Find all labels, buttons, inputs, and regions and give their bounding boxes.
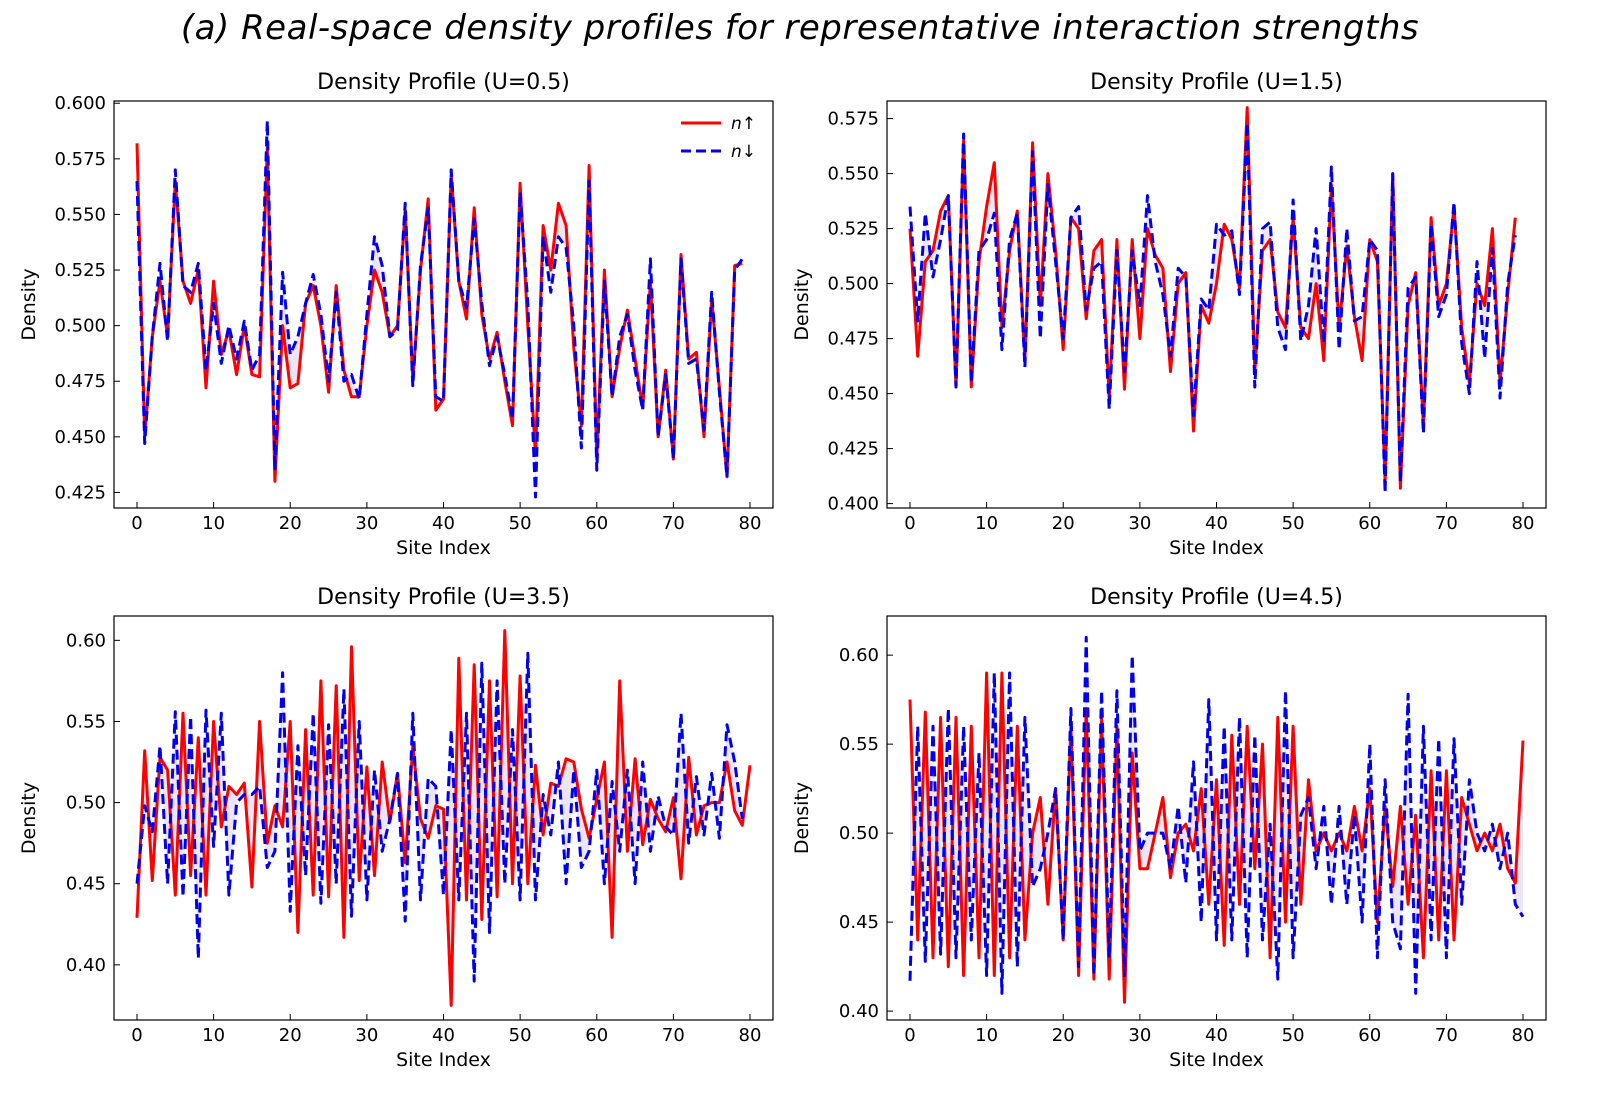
- panel-1: 0 10 20 30 40 50 60 70 80 0.425 0.450 0.475 0.500 0.5…: [18, 70, 774, 559]
- x-tick-label: 0: [131, 1025, 142, 1046]
- panel-4: 0 10 20 30 40 50 60 70 80 0.40 0.45 0.50 0.55 0.60 Den…: [791, 585, 1547, 1071]
- y-tick-label: 0.500: [827, 274, 879, 295]
- x-tick-label: 30: [1128, 1025, 1151, 1046]
- y-tick-label: 0.525: [827, 219, 879, 240]
- x-tick-label: 70: [1435, 513, 1458, 534]
- panel-title: Density Profile (U=3.5): [317, 585, 570, 610]
- legend-label-n-up: n↑: [731, 114, 756, 134]
- y-tick-label: 0.550: [827, 164, 879, 185]
- panel-2: 0 10 20 30 40 50 60 70 80 0.400 0.425 0.450 0.475 0.5…: [791, 70, 1547, 559]
- x-tick-label: 30: [355, 1025, 378, 1046]
- x-tick-label: 10: [202, 1025, 225, 1046]
- y-tick-label: 0.450: [827, 384, 879, 405]
- x-tick-label: 50: [1282, 1025, 1305, 1046]
- legend-label-n-down: n↓: [731, 142, 756, 162]
- series-line-n-down: [135, 119, 744, 499]
- x-tick-label: 80: [1512, 513, 1535, 534]
- y-tick-label: 0.55: [66, 711, 106, 732]
- y-tick-label: 0.600: [54, 93, 106, 114]
- y-tick-label: 0.575: [827, 109, 879, 130]
- y-tick-label: 0.45: [66, 874, 106, 895]
- fill-between: [910, 637, 1523, 1003]
- x-tick-label: 40: [432, 1025, 455, 1046]
- y-tick-label: 0.50: [66, 793, 106, 814]
- x-axis-label: Site Index: [396, 537, 491, 559]
- y-tick-label: 0.475: [54, 371, 106, 392]
- x-tick-label: 20: [279, 1025, 302, 1046]
- y-tick-label: 0.575: [54, 149, 106, 170]
- y-tick-label: 0.525: [54, 260, 106, 281]
- x-tick-label: 70: [662, 513, 685, 534]
- x-tick-label: 10: [975, 1025, 998, 1046]
- y-tick-label: 0.40: [66, 955, 106, 976]
- y-tick-label: 0.425: [54, 482, 106, 503]
- x-tick-label: 0: [131, 513, 142, 534]
- panel-title: Density Profile (U=4.5): [1090, 585, 1343, 610]
- x-tick-label: 70: [1435, 1025, 1458, 1046]
- x-axis-label: Site Index: [396, 1049, 491, 1071]
- x-tick-label: 20: [1052, 513, 1075, 534]
- y-tick-label: 0.475: [827, 329, 879, 350]
- x-tick-label: 60: [585, 513, 608, 534]
- x-tick-label: 50: [1282, 513, 1305, 534]
- x-tick-label: 50: [509, 1025, 532, 1046]
- y-tick-label: 0.45: [839, 912, 879, 933]
- x-tick-label: 40: [1205, 513, 1228, 534]
- y-tick-label: 0.550: [54, 204, 106, 225]
- figure-suptitle: (a) Real-space density profiles for repr…: [180, 8, 1420, 48]
- x-tick-label: 60: [585, 1025, 608, 1046]
- x-tick-label: 80: [739, 1025, 762, 1046]
- x-tick-label: 20: [1052, 1025, 1075, 1046]
- x-tick-label: 70: [662, 1025, 685, 1046]
- legend: n↑ n↓: [681, 114, 756, 162]
- y-tick-label: 0.50: [839, 823, 879, 844]
- x-axis-label: Site Index: [1169, 1049, 1264, 1071]
- x-tick-label: 0: [904, 1025, 915, 1046]
- y-axis-label: Density: [18, 782, 40, 854]
- x-tick-label: 80: [1512, 1025, 1535, 1046]
- x-axis-label: Site Index: [1169, 537, 1264, 559]
- panel-title: Density Profile (U=1.5): [1090, 70, 1343, 95]
- y-tick-label: 0.60: [839, 645, 879, 666]
- fill-between: [137, 630, 743, 1006]
- x-tick-label: 50: [509, 513, 532, 534]
- series-line-n-down: [135, 651, 744, 983]
- series-line-n-up: [908, 671, 1525, 1004]
- y-axis-label: Density: [18, 268, 40, 340]
- x-tick-label: 0: [904, 513, 915, 534]
- x-tick-label: 10: [975, 513, 998, 534]
- series-line-n-up: [135, 629, 752, 1007]
- y-tick-label: 0.450: [54, 427, 106, 448]
- x-tick-label: 20: [279, 513, 302, 534]
- y-axis-label: Density: [791, 268, 813, 340]
- y-tick-label: 0.400: [827, 494, 879, 515]
- y-tick-label: 0.60: [66, 630, 106, 651]
- panel-title: Density Profile (U=0.5): [317, 70, 570, 95]
- y-tick-label: 0.40: [839, 1001, 879, 1022]
- x-tick-label: 80: [739, 513, 762, 534]
- x-tick-label: 60: [1358, 513, 1381, 534]
- y-tick-label: 0.425: [827, 439, 879, 460]
- y-axis-label: Density: [791, 782, 813, 854]
- x-tick-label: 60: [1358, 1025, 1381, 1046]
- x-tick-label: 10: [202, 513, 225, 534]
- panel-3: 0 10 20 30 40 50 60 70 80 0.40 0.45 0.50 0.55 0.60 Den…: [18, 585, 774, 1071]
- axes-frame: [886, 100, 1547, 509]
- series-line-n-down: [908, 121, 1517, 495]
- x-tick-label: 30: [1128, 513, 1151, 534]
- series-line-n-down: [908, 635, 1525, 995]
- x-tick-label: 40: [432, 513, 455, 534]
- x-tick-label: 30: [355, 513, 378, 534]
- y-tick-label: 0.55: [839, 734, 879, 755]
- x-tick-label: 40: [1205, 1025, 1228, 1046]
- y-tick-label: 0.500: [54, 316, 106, 337]
